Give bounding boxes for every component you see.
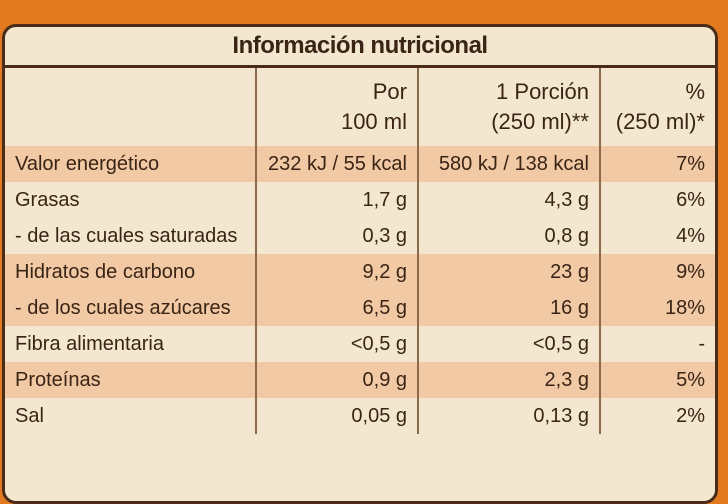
nutrient-value: 0,05 g [255,398,418,434]
table-row: Grasas 1,7 g 4,3 g 6% [5,182,715,218]
nutrient-name: - de los cuales azúcares [5,290,256,326]
header-line: Por [372,79,407,104]
header-line: (250 ml)** [491,109,589,134]
header-line: 1 Porción [496,79,589,104]
header-cell: 1 Porción (250 ml)** [417,68,600,146]
nutrient-value: 0,3 g [255,218,418,254]
page: Información nutricional Por 100 ml 1 Porc… [2,24,718,504]
nutrient-value: 5% [599,362,715,398]
nutrient-value: 4% [599,218,715,254]
nutrition-table: Por 100 ml 1 Porción (250 ml)** % (250 ml)*… [5,68,715,434]
nutrient-value: 1,7 g [255,182,418,218]
header-cell: Por 100 ml [255,68,418,146]
nutrient-value: 0,9 g [255,362,418,398]
nutrient-value: 9,2 g [255,254,418,290]
nutrient-value: 9% [599,254,715,290]
label-title: Información nutricional [5,27,715,68]
header-row: Por 100 ml 1 Porción (250 ml)** % (250 ml)* [5,68,715,146]
table-row: Hidratos de carbono 9,2 g 23 g 9% [5,254,715,290]
table-row: - de las cuales saturadas 0,3 g 0,8 g 4% [5,218,715,254]
nutrient-value: 16 g [417,290,600,326]
nutrient-value: 580 kJ / 138 kcal [417,146,600,182]
nutrient-value: 2% [599,398,715,434]
nutrient-name: Grasas [15,188,80,211]
nutrient-value: 4,3 g [417,182,600,218]
header-cell [5,68,256,146]
header-line: (250 ml)* [615,109,705,134]
table-row: - de los cuales azúcares 6,5 g 16 g 18% [5,290,715,326]
nutrient-value: 23 g [417,254,600,290]
header-line: % [685,79,705,104]
nutrient-value: 232 kJ / 55 kcal [255,146,418,182]
nutrient-value: - [599,326,715,362]
table-row: Fibra alimentaria <0,5 g <0,5 g- [5,326,715,362]
nutrient-value: 0,13 g [417,398,600,434]
nutrient-value: <0,5 g [417,326,600,362]
nutrient-value: 0,8 g [417,218,600,254]
nutrient-value: 18% [599,290,715,326]
nutrient-name: - de las cuales saturadas [15,224,238,247]
nutrient-name: Sal [15,404,44,427]
table-body: Por 100 ml 1 Porción (250 ml)** % (250 ml)*… [5,68,715,434]
nutrient-name: Fibra alimentaria [15,332,164,355]
nutrient-value: <0,5 g [255,326,418,362]
table-row: Proteínas 0,9 g 2,3 g 5% [5,362,715,398]
table-row: Valor energético 232 kJ / 55 kcal 580 kJ /… [5,146,715,182]
nutrition-label: Información nutricional Por 100 ml 1 Porc… [2,24,718,504]
nutrient-value: 7% [599,146,715,182]
nutrient-name: Valor energético [5,146,256,182]
header-cell: % (250 ml)* [599,68,715,146]
nutrient-name: Hidratos de carbono [5,254,256,290]
nutrient-value: 6% [599,182,715,218]
header-line: 100 ml [340,109,407,134]
nutrient-value: 2,3 g [417,362,600,398]
nutrient-name: Proteínas [5,362,256,398]
nutrient-value: 6,5 g [255,290,418,326]
table-row: Sal 0,05 g 0,13 g 2% [5,398,715,434]
